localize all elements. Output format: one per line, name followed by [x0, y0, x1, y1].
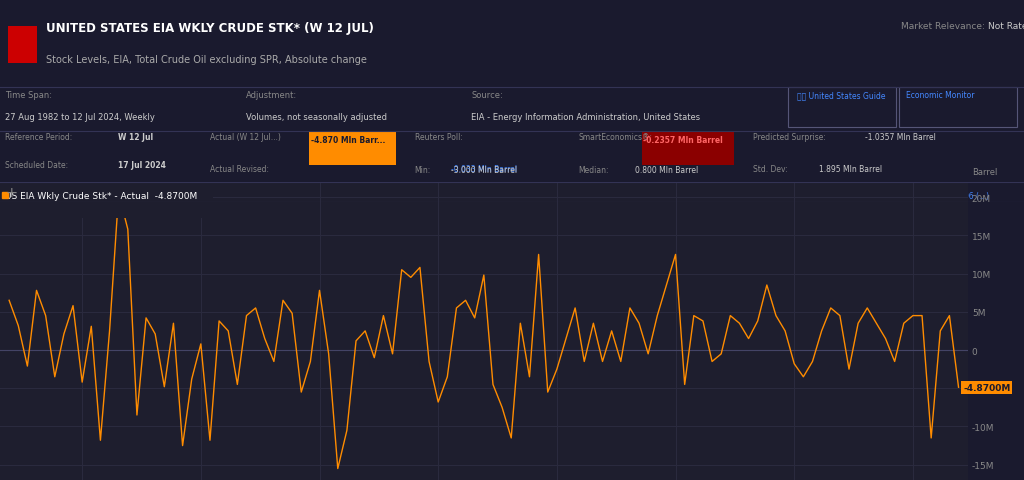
Text: +: + — [5, 185, 16, 200]
Text: Last Updated:: Last Updated: — [5, 215, 58, 224]
Text: -4.870 Mln Barr...: -4.870 Mln Barr... — [311, 136, 386, 145]
Text: Source:: Source: — [471, 91, 503, 100]
Text: Std. Dev:: Std. Dev: — [753, 164, 787, 173]
Text: 27 Aug 1982 to 12 Jul 2024, Weekly: 27 Aug 1982 to 12 Jul 2024, Weekly — [5, 113, 155, 122]
Text: Not Rated: Not Rated — [988, 22, 1024, 31]
Text: Reference Period:: Reference Period: — [5, 133, 73, 142]
Text: Time Span:: Time Span: — [5, 91, 52, 100]
Text: -3.000 Mln Barrel: -3.000 Mln Barrel — [451, 166, 517, 175]
Text: Adjustment:: Adjustment: — [246, 91, 297, 100]
Text: Actual Revised:: Actual Revised: — [210, 164, 269, 173]
Text: Scheduled Time:: Scheduled Time: — [5, 188, 69, 197]
Text: -3.443 Mln Barrel: -3.443 Mln Barrel — [311, 192, 386, 201]
Text: 15:30: 15:30 — [118, 188, 141, 197]
Text: 1.000 Mln Barrel: 1.000 Mln Barrel — [451, 192, 514, 201]
Text: Volumes, not seasonally adjusted: Volumes, not seasonally adjusted — [246, 113, 387, 122]
Text: -0.2357 Mln Barrel: -0.2357 Mln Barrel — [643, 136, 723, 145]
Bar — [309, 190, 396, 219]
Bar — [788, 87, 896, 128]
Text: Min:: Min: — [415, 166, 431, 175]
Text: 1.895 Mln Barrel: 1.895 Mln Barrel — [819, 164, 883, 173]
Text: 5.000: 5.000 — [502, 219, 523, 228]
Text: Scheduled Date:: Scheduled Date: — [5, 160, 69, 169]
Text: Mode:: Mode: — [579, 219, 602, 228]
Text: Predicted Surprise:: Predicted Surprise: — [753, 133, 825, 142]
Text: SmartEconomics®:: SmartEconomics®: — [579, 133, 652, 142]
Text: Underlying Series In Bar...: Underlying Series In Bar... — [753, 192, 852, 201]
Text: Press Release: Press Release — [753, 219, 805, 228]
Text: 17 Jul 2024: 17 Jul 2024 — [118, 160, 166, 169]
Text: Market Relevance:: Market Relevance: — [901, 22, 985, 31]
Text: Actual (W 12 Jul...): Actual (W 12 Jul...) — [210, 133, 281, 142]
Text: 17 Jul 2024: 17 Jul 2024 — [118, 215, 166, 224]
Text: -0.033 Mln Barrel: -0.033 Mln Barrel — [635, 192, 701, 201]
Text: EIA - Energy Information Administration, United States: EIA - Energy Information Administration,… — [471, 113, 700, 122]
Text: Median:: Median: — [579, 166, 609, 175]
Bar — [0, 182, 213, 218]
Text: Prior:: Prior: — [210, 192, 230, 201]
Text: Reuters Poll:: Reuters Poll: — [415, 133, 463, 142]
Bar — [0, 0, 39, 82]
Text: W 12 Jul: W 12 Jul — [118, 133, 153, 142]
Text: 🇺🇸 United States Guide: 🇺🇸 United States Guide — [797, 91, 885, 100]
Text: 0.800 Mln Barrel: 0.800 Mln Barrel — [635, 166, 698, 175]
Text: US EIA Wkly Crude Stk* - Actual  -4.8700M: US EIA Wkly Crude Stk* - Actual -4.8700M — [5, 192, 197, 200]
Text: Economic Monitor: Economic Monitor — [906, 91, 975, 100]
Text: -4.8700M: -4.8700M — [964, 383, 1011, 392]
Text: Barrel: Barrel — [973, 168, 998, 177]
Text: 1.000 Mln Barrel: 1.000 Mln Barrel — [635, 219, 698, 228]
Bar — [642, 133, 734, 166]
Text: Max:: Max: — [415, 192, 433, 201]
Text: UNITED STATES EIA WKLY CRUDE STK* (W 12 JUL): UNITED STATES EIA WKLY CRUDE STK* (W 12 … — [46, 22, 374, 35]
Text: Prior Revised:: Prior Revised: — [210, 219, 262, 228]
Text: Mean:: Mean: — [579, 192, 602, 201]
Text: -1.0357 Mln Barrel: -1.0357 Mln Barrel — [865, 133, 936, 142]
Bar — [8, 27, 37, 64]
Text: Stock Levels, EIA, Total Crude Oil excluding SPR, Absolute change: Stock Levels, EIA, Total Crude Oil exclu… — [46, 55, 367, 65]
Bar — [309, 133, 396, 166]
Bar — [899, 87, 1017, 128]
Text: # Forecasters:: # Forecasters: — [415, 219, 470, 228]
Text: -0.033 Mln Barrel: -0.033 Mln Barrel — [451, 164, 517, 173]
Text: 445,096 (...): 445,096 (...) — [942, 192, 989, 201]
